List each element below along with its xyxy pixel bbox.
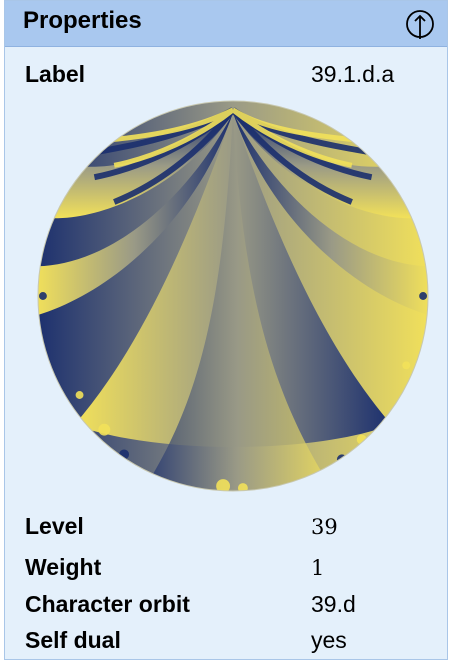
character-orbit-key: Character orbit (25, 591, 190, 617)
weight-key: Weight (25, 554, 102, 580)
self-dual-row: Self dual yes (25, 627, 425, 657)
label-value: 39.1.d.a (311, 61, 395, 87)
phase-plot-image (37, 100, 429, 492)
self-dual-key: Self dual (25, 627, 121, 653)
level-row: Level 39 (25, 513, 425, 543)
level-value: 39 (311, 515, 338, 539)
self-dual-value: yes (311, 627, 347, 653)
weight-value: 1 (311, 556, 325, 580)
label-row: Label 39.1.d.a (25, 61, 425, 91)
properties-title: Properties (23, 7, 142, 34)
properties-header: Properties (5, 1, 447, 47)
label-key: Label (25, 61, 86, 87)
weight-row: Weight 1 (25, 554, 425, 584)
character-orbit-row: Character orbit 39.d (25, 591, 425, 621)
arrow-up-circle-icon[interactable] (405, 9, 435, 39)
level-key: Level (25, 513, 84, 539)
character-orbit-value: 39.d (311, 591, 356, 617)
properties-panel: Properties Label 39.1.d.a (4, 0, 448, 660)
